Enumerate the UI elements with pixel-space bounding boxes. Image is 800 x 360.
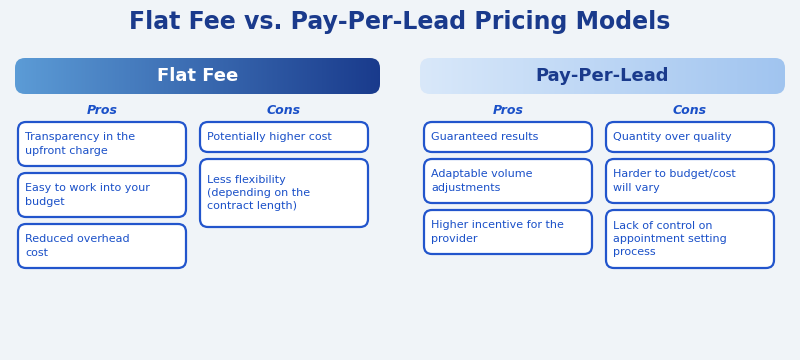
FancyBboxPatch shape [424, 159, 592, 203]
Text: Adaptable volume
adjustments: Adaptable volume adjustments [431, 170, 533, 193]
FancyBboxPatch shape [200, 122, 368, 152]
Text: Pay-Per-Lead: Pay-Per-Lead [536, 67, 670, 85]
Text: Potentially higher cost: Potentially higher cost [207, 132, 332, 142]
FancyBboxPatch shape [424, 210, 592, 254]
Text: Easy to work into your
budget: Easy to work into your budget [25, 183, 150, 207]
FancyBboxPatch shape [424, 122, 592, 152]
FancyBboxPatch shape [606, 210, 774, 268]
Text: Guaranteed results: Guaranteed results [431, 132, 538, 142]
Text: Cons: Cons [267, 104, 301, 117]
FancyBboxPatch shape [200, 159, 368, 227]
Text: Flat Fee: Flat Fee [157, 67, 238, 85]
FancyBboxPatch shape [18, 224, 186, 268]
Text: Reduced overhead
cost: Reduced overhead cost [25, 234, 130, 258]
Text: Pros: Pros [493, 104, 523, 117]
Text: Flat Fee vs. Pay-Per-Lead Pricing Models: Flat Fee vs. Pay-Per-Lead Pricing Models [130, 10, 670, 34]
Text: Transparency in the
upfront charge: Transparency in the upfront charge [25, 132, 135, 156]
Text: Pros: Pros [86, 104, 118, 117]
FancyBboxPatch shape [606, 159, 774, 203]
Text: Harder to budget/cost
will vary: Harder to budget/cost will vary [613, 170, 736, 193]
Text: Cons: Cons [673, 104, 707, 117]
Text: Less flexibility
(depending on the
contract length): Less flexibility (depending on the contr… [207, 175, 310, 211]
Text: Higher incentive for the
provider: Higher incentive for the provider [431, 220, 564, 244]
FancyBboxPatch shape [18, 122, 186, 166]
Text: Quantity over quality: Quantity over quality [613, 132, 732, 142]
Text: Lack of control on
appointment setting
process: Lack of control on appointment setting p… [613, 221, 726, 257]
FancyBboxPatch shape [606, 122, 774, 152]
FancyBboxPatch shape [18, 173, 186, 217]
